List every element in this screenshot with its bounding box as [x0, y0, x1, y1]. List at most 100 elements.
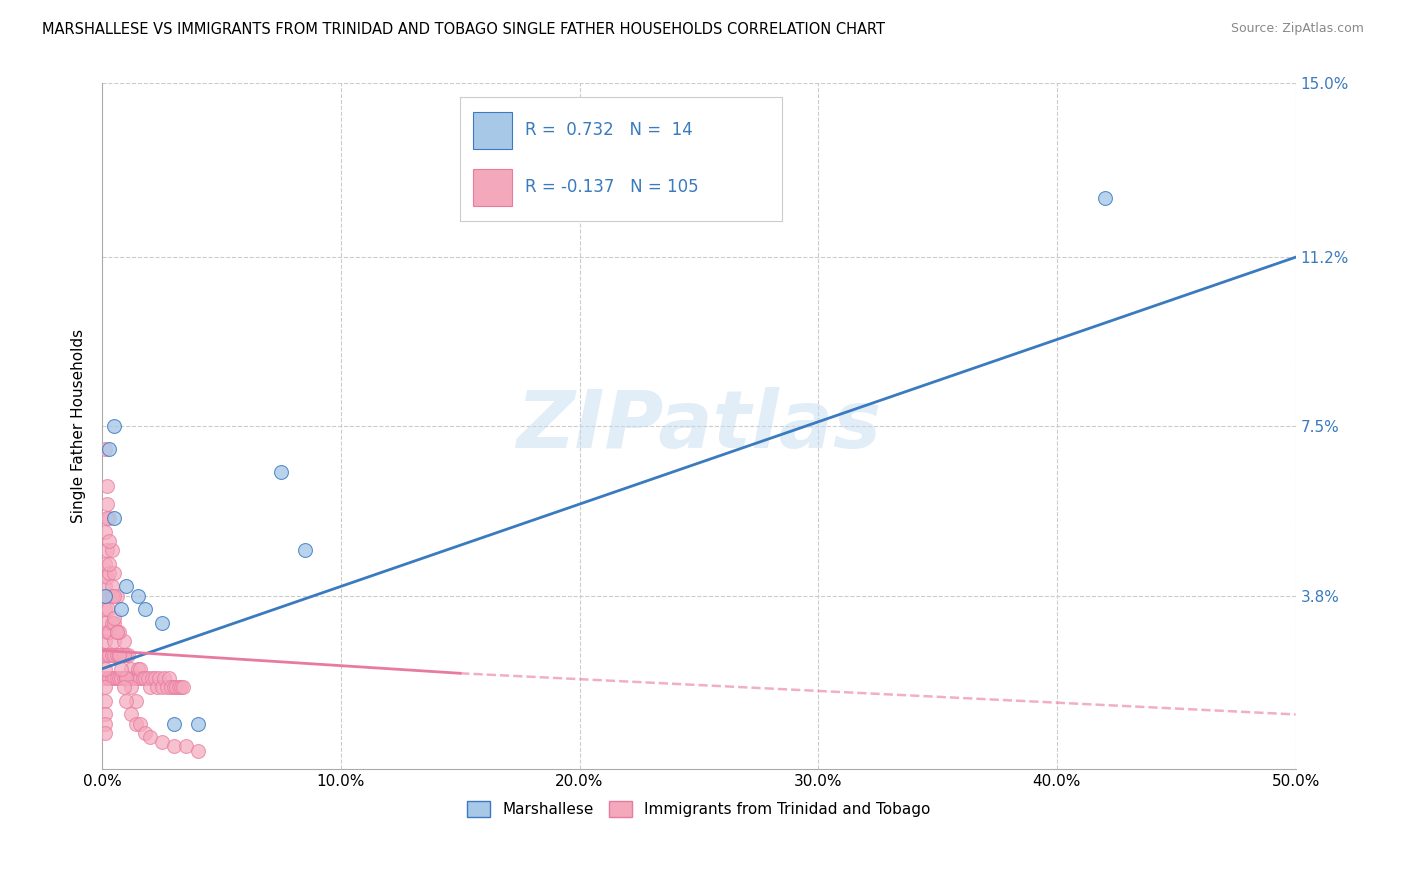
- Point: [139, 731, 162, 745]
- Point: [124, 694, 146, 708]
- Point: [115, 671, 138, 685]
- Point: [96, 542, 118, 557]
- Point: [124, 671, 146, 685]
- Point: [127, 662, 149, 676]
- Point: [98, 442, 121, 457]
- Legend: Marshallese, Immigrants from Trinidad and Tobago: Marshallese, Immigrants from Trinidad an…: [461, 795, 936, 823]
- Point: [112, 634, 135, 648]
- Point: [163, 680, 186, 694]
- Point: [163, 739, 186, 754]
- Point: [165, 680, 187, 694]
- Point: [98, 533, 121, 548]
- Point: [134, 602, 156, 616]
- Point: [93, 707, 115, 722]
- Text: ZIPatlas: ZIPatlas: [516, 387, 882, 466]
- Point: [115, 694, 138, 708]
- Point: [93, 671, 115, 685]
- Point: [100, 648, 122, 662]
- Point: [270, 465, 292, 479]
- Point: [93, 524, 115, 539]
- Point: [134, 671, 156, 685]
- Point: [103, 419, 125, 434]
- Point: [103, 634, 125, 648]
- Point: [120, 662, 142, 676]
- Point: [100, 589, 122, 603]
- Point: [105, 671, 128, 685]
- Point: [98, 557, 121, 571]
- Point: [100, 671, 122, 685]
- Point: [98, 671, 121, 685]
- Point: [96, 625, 118, 640]
- Point: [294, 542, 316, 557]
- Point: [160, 680, 183, 694]
- Point: [115, 648, 138, 662]
- Point: [93, 648, 115, 662]
- Point: [100, 615, 122, 630]
- Point: [141, 671, 163, 685]
- Point: [1094, 191, 1116, 205]
- Point: [150, 680, 173, 694]
- Point: [93, 634, 115, 648]
- Point: [146, 680, 169, 694]
- Point: [156, 680, 179, 694]
- Point: [174, 739, 197, 754]
- Point: [93, 589, 115, 603]
- Point: [139, 680, 162, 694]
- Point: [93, 579, 115, 593]
- Point: [103, 589, 125, 603]
- Point: [98, 566, 121, 580]
- Point: [108, 648, 131, 662]
- Point: [93, 662, 115, 676]
- Point: [129, 716, 152, 731]
- Point: [153, 671, 176, 685]
- Point: [120, 671, 142, 685]
- Point: [110, 602, 132, 616]
- Point: [93, 680, 115, 694]
- Point: [132, 671, 155, 685]
- Point: [127, 671, 149, 685]
- Point: [172, 680, 194, 694]
- Point: [93, 694, 115, 708]
- Point: [93, 716, 115, 731]
- Point: [103, 566, 125, 580]
- Point: [108, 671, 131, 685]
- Point: [122, 671, 145, 685]
- Point: [120, 707, 142, 722]
- Point: [136, 671, 159, 685]
- Point: [150, 615, 173, 630]
- Point: [143, 671, 166, 685]
- Point: [103, 615, 125, 630]
- Point: [94, 589, 117, 603]
- Point: [112, 671, 135, 685]
- Point: [105, 648, 128, 662]
- Point: [93, 442, 115, 457]
- Point: [98, 648, 121, 662]
- Point: [127, 589, 149, 603]
- Point: [150, 735, 173, 749]
- Point: [117, 648, 139, 662]
- Point: [170, 680, 193, 694]
- Point: [108, 648, 131, 662]
- Point: [105, 625, 128, 640]
- Point: [110, 648, 132, 662]
- Point: [163, 716, 186, 731]
- Point: [103, 511, 125, 525]
- Point: [93, 725, 115, 739]
- Point: [115, 579, 138, 593]
- Text: MARSHALLESE VS IMMIGRANTS FROM TRINIDAD AND TOBAGO SINGLE FATHER HOUSEHOLDS CORR: MARSHALLESE VS IMMIGRANTS FROM TRINIDAD …: [42, 22, 886, 37]
- Point: [96, 570, 118, 584]
- Point: [105, 589, 128, 603]
- Point: [97, 602, 120, 616]
- Point: [93, 615, 115, 630]
- Y-axis label: Single Father Households: Single Father Households: [72, 329, 86, 524]
- Point: [110, 662, 132, 676]
- Point: [124, 716, 146, 731]
- Point: [96, 511, 118, 525]
- Point: [96, 479, 118, 493]
- Point: [112, 680, 135, 694]
- Point: [157, 671, 180, 685]
- Text: Source: ZipAtlas.com: Source: ZipAtlas.com: [1230, 22, 1364, 36]
- Point: [120, 680, 142, 694]
- Point: [134, 725, 156, 739]
- Point: [117, 671, 139, 685]
